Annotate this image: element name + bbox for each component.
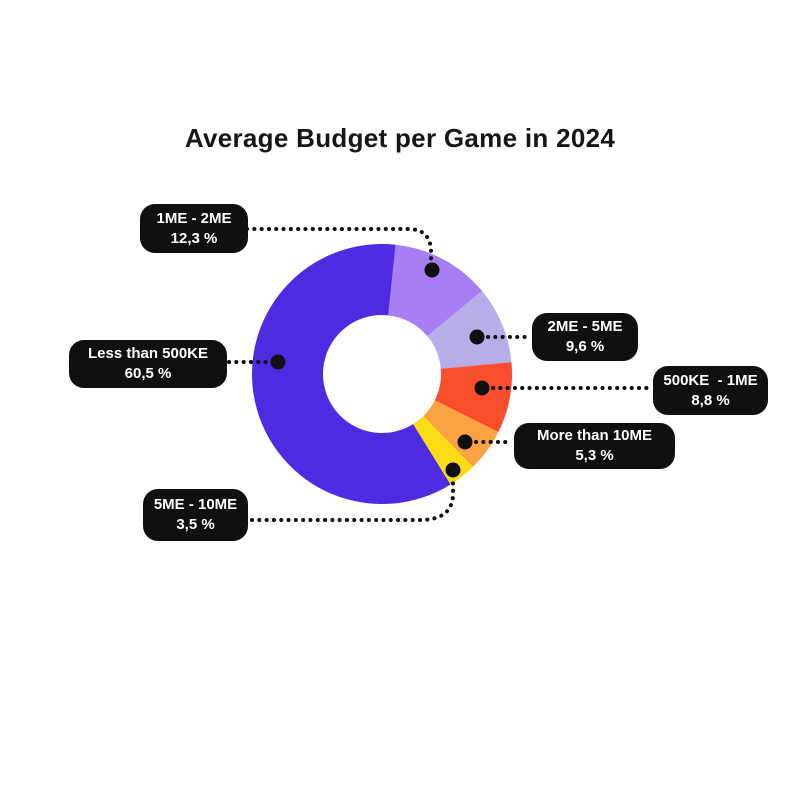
callout-connectors — [227, 227, 653, 522]
anchor-dot-less-than-500ke — [270, 354, 286, 370]
anchor-dot-5me-10me — [445, 462, 461, 478]
donut-chart — [252, 243, 512, 504]
chart-title: Average Budget per Game in 2024 — [184, 123, 616, 153]
donut-slice-2me-5me — [427, 290, 512, 369]
donut-slice-1me-2me — [388, 244, 482, 337]
callout-value: 12,3 % — [170, 229, 218, 247]
callout-anchor-dots — [270, 262, 490, 478]
callout-500ke-1me: 500KE - 1ME 8,8 % — [653, 366, 768, 415]
callout-label: More than 10ME — [536, 427, 653, 444]
callout-value: 5,3 % — [575, 447, 614, 464]
callout-label: Less than 500KE — [87, 345, 209, 362]
donut-slice-500ke-1me — [434, 362, 512, 433]
connector-5me-10me — [250, 480, 455, 522]
callout-value: 3,5 % — [176, 516, 215, 533]
donut-slice-more-than-10me — [423, 400, 499, 467]
anchor-dot-more-than-10me — [457, 434, 473, 450]
callout-label: 1ME - 2ME — [156, 209, 232, 227]
anchor-dot-2me-5me — [469, 329, 485, 345]
callout-value: 60,5 % — [124, 365, 172, 382]
callout-5me-10me: 5ME - 10ME 3,5 % — [143, 489, 248, 541]
donut-slice-less-than-500ke — [252, 243, 451, 504]
callout-more-than-10me: More than 10ME 5,3 % — [514, 423, 675, 469]
connector-1me-2me — [245, 227, 433, 262]
callout-value: 9,6 % — [565, 338, 605, 355]
callout-label: 2ME - 5ME — [547, 318, 623, 335]
callout-1me-2me: 1ME - 2ME 12,3 % — [140, 204, 248, 253]
anchor-dot-500ke-1me — [474, 380, 490, 396]
callout-label: 5ME - 10ME — [153, 496, 238, 513]
callout-label: 500KE - 1ME — [663, 371, 758, 389]
callout-value: 8,8 % — [691, 391, 730, 409]
callout-2me-5me: 2ME - 5ME 9,6 % — [532, 313, 638, 361]
anchor-dot-1me-2me — [424, 262, 440, 278]
callout-less-than-500ke: Less than 500KE 60,5 % — [69, 340, 227, 388]
